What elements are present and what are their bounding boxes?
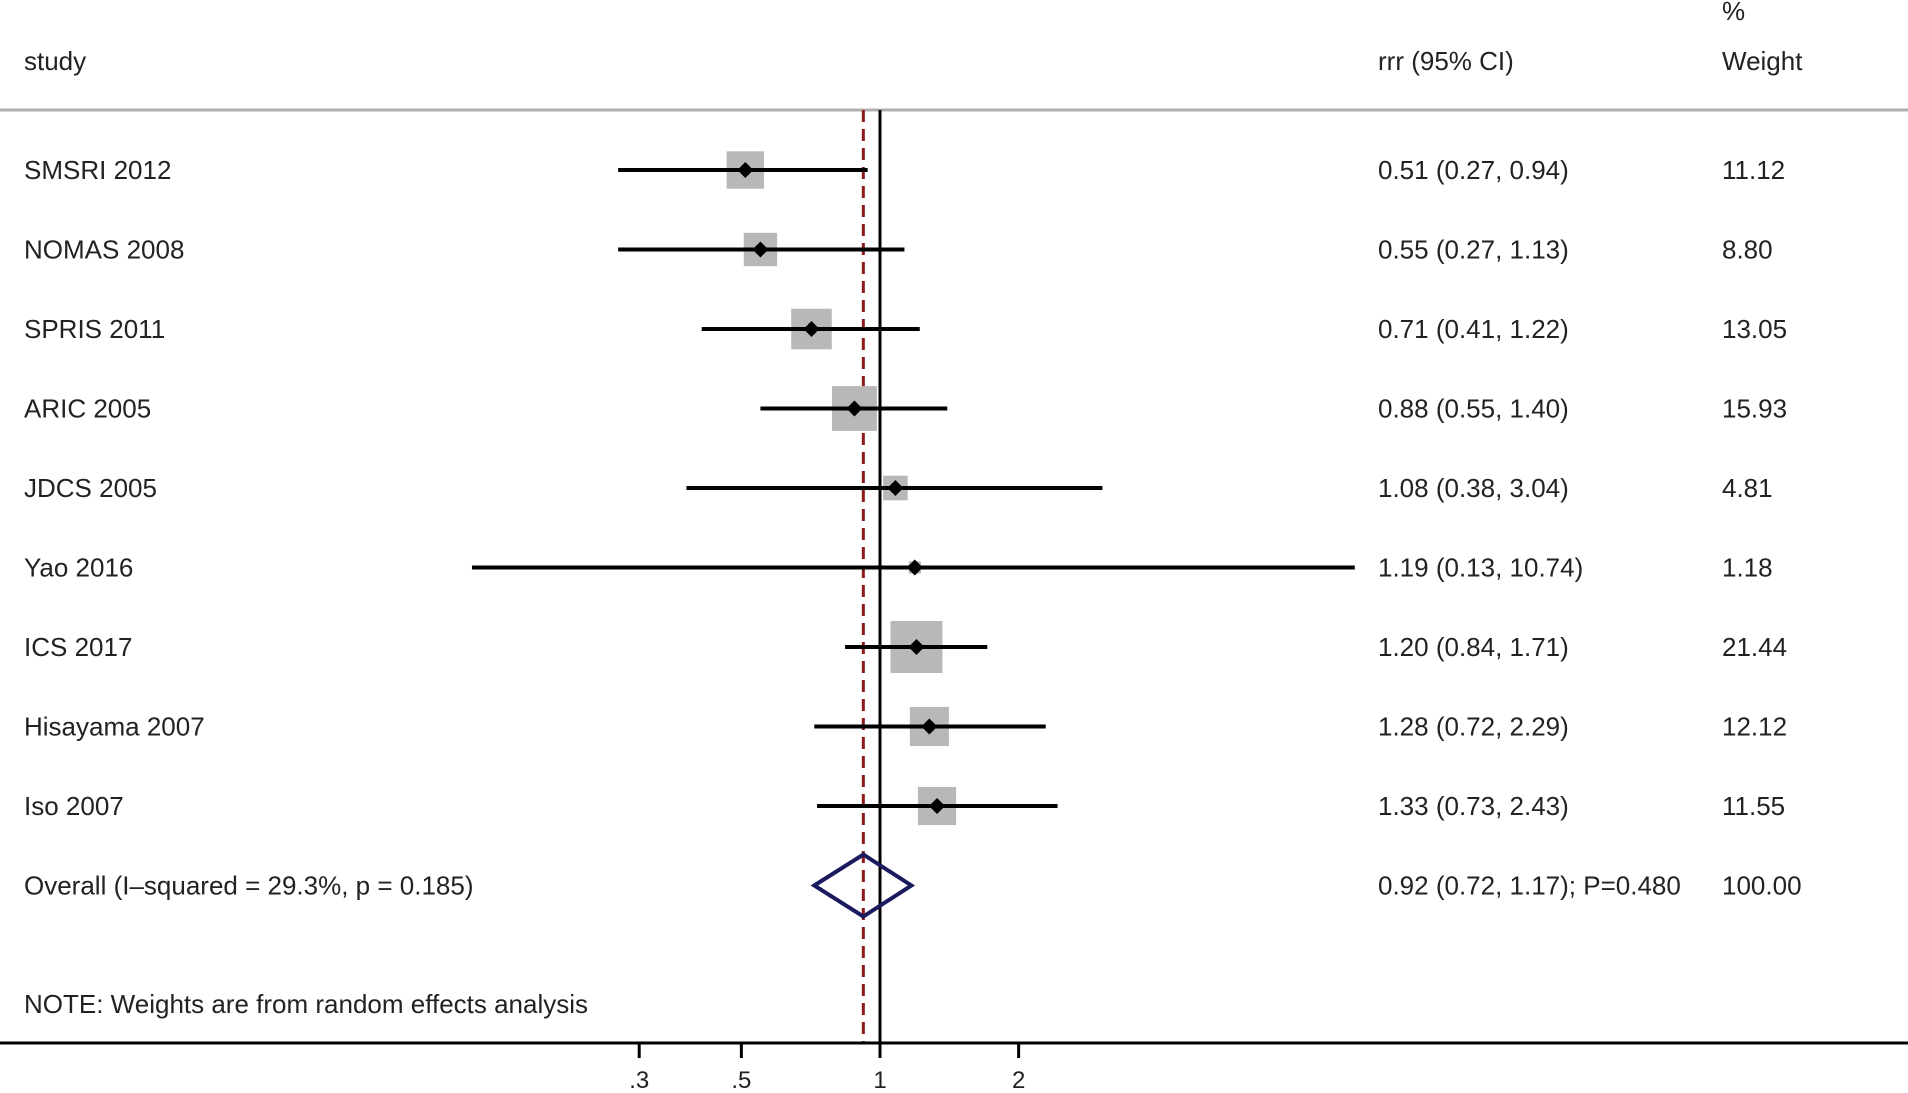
point-estimate — [737, 162, 754, 178]
study-ci-text: 0.88 (0.55, 1.40) — [1378, 394, 1569, 424]
study-row: JDCS 2005 1.08 (0.38, 3.04) 4.81 — [24, 473, 1773, 503]
study-row: Yao 2016 1.19 (0.13, 10.74) 1.18 — [24, 553, 1773, 583]
study-name: JDCS 2005 — [24, 473, 157, 503]
study-row: SPRIS 2011 0.71 (0.41, 1.22) 13.05 — [24, 308, 1787, 350]
study-ci-text: 0.71 (0.41, 1.22) — [1378, 314, 1569, 344]
study-name: SMSRI 2012 — [24, 155, 171, 185]
study-weight-text: 1.18 — [1722, 553, 1773, 583]
overall-weight-text: 100.00 — [1722, 871, 1802, 901]
study-ci-text: 1.08 (0.38, 3.04) — [1378, 473, 1569, 503]
study-row: SMSRI 2012 0.51 (0.27, 0.94) 11.12 — [24, 151, 1785, 189]
study-rows: SMSRI 2012 0.51 (0.27, 0.94) 11.12 NOMAS 20… — [24, 151, 1787, 826]
study-name: SPRIS 2011 — [24, 314, 165, 344]
study-weight-text: 13.05 — [1722, 314, 1787, 344]
point-estimate — [908, 639, 925, 655]
study-ci-text: 0.51 (0.27, 0.94) — [1378, 155, 1569, 185]
x-tick-label: .5 — [731, 1067, 751, 1093]
header-weight-percent: % — [1722, 0, 1745, 26]
point-estimate — [846, 400, 863, 417]
point-estimate — [906, 559, 923, 576]
header-weight: Weight — [1722, 46, 1803, 76]
point-estimate — [887, 480, 904, 496]
study-ci-text: 1.33 (0.73, 2.43) — [1378, 791, 1569, 821]
overall-label: Overall (I–squared = 29.3%, p = 0.185) — [24, 871, 474, 901]
x-tick-label: .3 — [629, 1067, 649, 1093]
header-study: study — [24, 46, 86, 76]
study-row: Iso 2007 1.33 (0.73, 2.43) 11.55 — [24, 786, 1785, 826]
point-estimate — [929, 798, 946, 814]
study-name: Yao 2016 — [24, 553, 133, 583]
point-estimate — [921, 718, 938, 735]
study-name: NOMAS 2008 — [24, 235, 184, 265]
study-name: Hisayama 2007 — [24, 712, 205, 742]
overall-ci-text: 0.92 (0.72, 1.17); P=0.480 — [1378, 871, 1681, 901]
footnote: NOTE: Weights are from random effects an… — [24, 989, 588, 1019]
study-row: NOMAS 2008 0.55 (0.27, 1.13) 8.80 — [24, 232, 1773, 267]
study-row: ICS 2017 1.20 (0.84, 1.71) 21.44 — [24, 621, 1787, 673]
study-name: Iso 2007 — [24, 791, 124, 821]
point-estimate — [803, 321, 820, 337]
study-row: ARIC 2005 0.88 (0.55, 1.40) 15.93 — [24, 386, 1787, 431]
study-weight-text: 12.12 — [1722, 712, 1787, 742]
study-weight-text: 21.44 — [1722, 632, 1787, 662]
study-ci-text: 1.19 (0.13, 10.74) — [1378, 553, 1583, 583]
study-ci-text: 1.20 (0.84, 1.71) — [1378, 632, 1569, 662]
x-tick-label: 1 — [873, 1067, 886, 1093]
study-ci-text: 1.28 (0.72, 2.29) — [1378, 712, 1569, 742]
study-name: ICS 2017 — [24, 632, 132, 662]
overall-diamond — [810, 852, 916, 919]
x-tick-label: 2 — [1012, 1067, 1025, 1093]
study-weight-text: 11.12 — [1722, 155, 1785, 185]
point-estimate — [752, 241, 769, 258]
study-weight-text: 11.55 — [1722, 791, 1785, 821]
study-weight-text: 4.81 — [1722, 473, 1773, 503]
x-axis-ticks: .3 .5 1 2 — [629, 1043, 1025, 1093]
study-weight-text: 15.93 — [1722, 394, 1787, 424]
study-weight-text: 8.80 — [1722, 235, 1773, 265]
study-row: Hisayama 2007 1.28 (0.72, 2.29) 12.12 — [24, 706, 1787, 747]
header-effect: rrr (95% CI) — [1378, 46, 1514, 76]
study-name: ARIC 2005 — [24, 394, 151, 424]
study-ci-text: 0.55 (0.27, 1.13) — [1378, 235, 1569, 265]
